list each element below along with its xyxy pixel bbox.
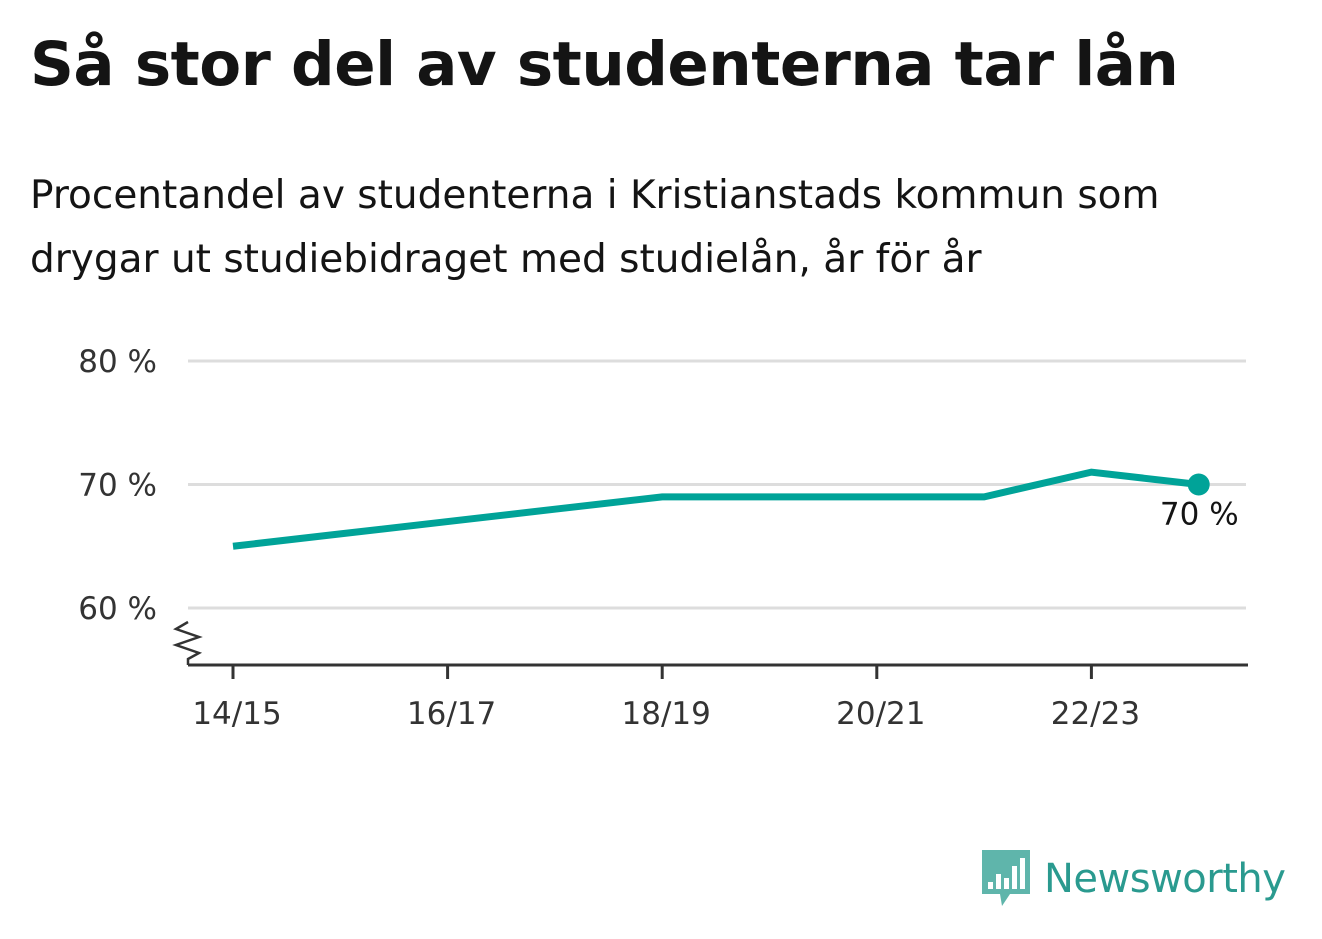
gridlines bbox=[188, 359, 1246, 610]
x-tick-label: 20/21 bbox=[836, 696, 925, 732]
end-value-label: 70 % bbox=[1160, 497, 1239, 533]
y-tick-label: 80 % bbox=[78, 344, 157, 380]
y-tick-label: 70 % bbox=[78, 468, 157, 504]
series-line bbox=[232, 468, 1200, 550]
series bbox=[232, 468, 1210, 550]
end-point-marker bbox=[1187, 473, 1210, 496]
x-tick-label: 22/23 bbox=[1051, 696, 1140, 732]
y-tick-label: 60 % bbox=[78, 591, 157, 627]
bar-chart-speech-bubble-icon bbox=[982, 850, 1030, 906]
brand-logo: Newsworthy bbox=[980, 848, 1286, 910]
x-tick-label: 16/17 bbox=[407, 696, 496, 732]
x-axis bbox=[172, 620, 1248, 667]
x-tick-label: 14/15 bbox=[192, 696, 281, 732]
brand-name: Newsworthy bbox=[1044, 856, 1286, 902]
chart-subtitle: Procentandel av studenterna i Kristianst… bbox=[30, 173, 1160, 282]
y-axis-ticks: 60 % 70 % 80 % bbox=[78, 344, 157, 627]
y-axis-break bbox=[172, 620, 203, 665]
chart-title: Så stor del av studenterna tar lån bbox=[30, 29, 1179, 100]
x-tick-label: 18/19 bbox=[622, 696, 711, 732]
x-axis-ticks: 14/15 16/17 18/19 20/21 22/23 bbox=[192, 665, 1140, 732]
